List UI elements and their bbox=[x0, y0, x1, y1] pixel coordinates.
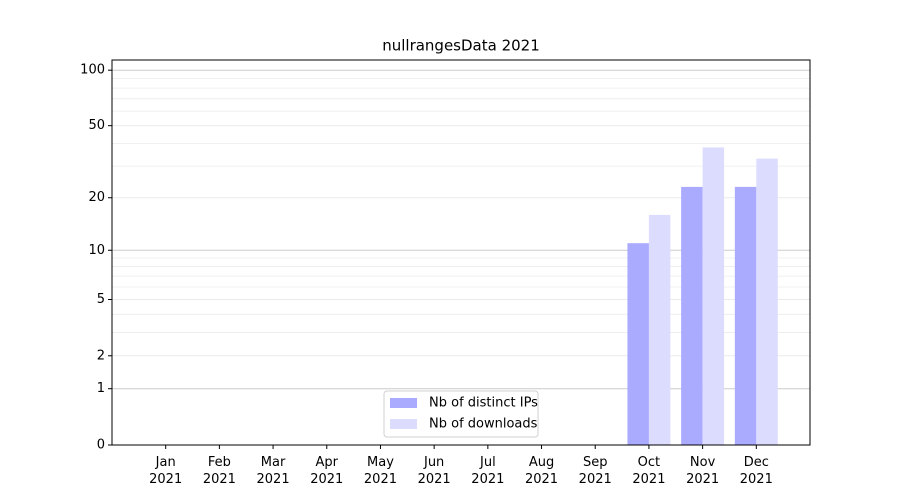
y-tick-label: 0 bbox=[97, 438, 105, 453]
x-tick-label: Feb 2021 bbox=[203, 455, 236, 487]
y-tick-label: 100 bbox=[80, 63, 105, 78]
x-tick-label: Apr 2021 bbox=[310, 455, 343, 487]
bar bbox=[734, 186, 757, 445]
bar bbox=[756, 158, 778, 445]
legend-label: Nb of downloads bbox=[429, 417, 538, 432]
legend-swatch bbox=[390, 398, 417, 408]
bar bbox=[702, 147, 725, 445]
bar bbox=[648, 214, 671, 445]
x-tick-label: Aug 2021 bbox=[525, 455, 558, 487]
legend-label: Nb of distinct IPs bbox=[429, 396, 538, 411]
y-tick-label: 10 bbox=[88, 243, 105, 258]
plot bbox=[112, 69, 810, 446]
x-tick-label: Sep 2021 bbox=[579, 455, 612, 487]
chart-title: nullrangesData 2021 bbox=[382, 37, 540, 55]
x-tick-label: Dec 2021 bbox=[740, 455, 773, 487]
bar bbox=[627, 243, 649, 445]
y-tick-label: 20 bbox=[88, 190, 105, 205]
y-tick-label: 50 bbox=[88, 118, 105, 133]
x-tick-label: Jul 2021 bbox=[471, 455, 504, 487]
legend-swatch bbox=[390, 419, 417, 429]
x-tick-label: Oct 2021 bbox=[632, 455, 665, 487]
x-tick-label: Nov 2021 bbox=[686, 455, 719, 487]
axes-frame bbox=[111, 59, 811, 446]
bar bbox=[681, 186, 703, 445]
x-tick-label: Jan 2021 bbox=[149, 455, 182, 487]
x-tick-label: May 2021 bbox=[364, 455, 397, 487]
y-tick-label: 2 bbox=[97, 348, 105, 363]
x-tick-label: Mar 2021 bbox=[257, 455, 290, 487]
legend-box bbox=[383, 390, 539, 438]
x-tick-label: Jun 2021 bbox=[418, 455, 451, 487]
y-tick-label: 5 bbox=[97, 292, 105, 307]
y-tick-label: 1 bbox=[97, 381, 105, 396]
